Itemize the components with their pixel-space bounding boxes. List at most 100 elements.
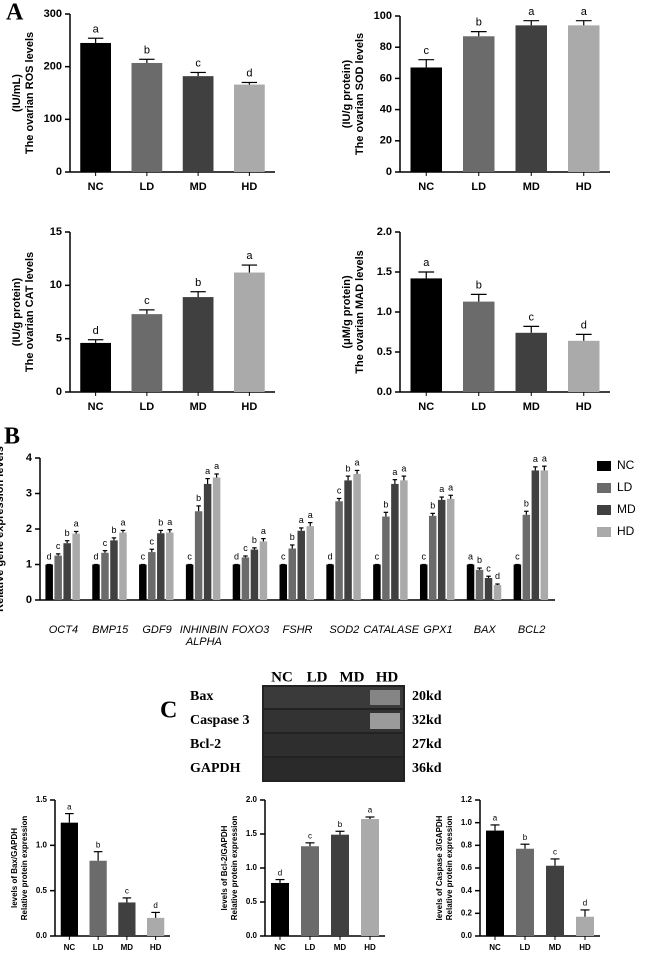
y-tick-label: 1.0	[36, 840, 48, 849]
significance-letter: d	[278, 868, 282, 877]
x-tick-label: NC	[418, 181, 434, 193]
bar	[576, 916, 594, 936]
x-tick-label: MD	[121, 943, 134, 952]
bar	[361, 819, 379, 936]
legend-label: HD	[617, 524, 635, 538]
bar	[157, 533, 165, 600]
bar	[419, 564, 428, 600]
significance-letter: c	[515, 552, 520, 562]
y-tick-label: 1.2	[461, 795, 473, 804]
legend-label: LD	[617, 480, 633, 494]
y-axis-label: levels of Caspase 3/GAPDH	[435, 815, 444, 920]
significance-letter: a	[528, 6, 535, 18]
y-tick-label: 1.5	[246, 829, 258, 838]
x-tick-label: BCL2	[517, 624, 546, 636]
significance-letter: c	[144, 295, 150, 307]
blot-size-label: 27kd	[412, 737, 442, 752]
legend-swatch	[597, 461, 611, 471]
significance-letter: d	[583, 899, 587, 908]
significance-letter: a	[308, 510, 313, 520]
y-axis-label: Relative protein expression	[20, 816, 29, 921]
x-tick-label: NC	[64, 943, 76, 952]
significance-letter: b	[158, 518, 163, 528]
bar	[382, 516, 390, 600]
bar	[118, 902, 136, 936]
y-tick-label: 100	[374, 10, 392, 22]
y-tick-label: 2.0	[246, 795, 258, 804]
significance-letter: a	[439, 484, 444, 494]
significance-letter: b	[65, 528, 70, 538]
bar	[335, 501, 343, 600]
significance-letter: c	[375, 552, 380, 562]
x-tick-label: LD	[471, 181, 486, 193]
significance-letter: d	[93, 325, 99, 337]
y-tick-label: 2	[26, 523, 32, 535]
legend-label: NC	[617, 458, 635, 472]
bar	[326, 564, 334, 600]
y-tick-label: 100	[44, 113, 62, 125]
blot-size-label: 32kd	[412, 713, 442, 728]
bar	[516, 848, 534, 936]
significance-letter: a	[468, 552, 473, 562]
y-tick-label: 0.0	[36, 931, 48, 940]
blot-band	[264, 734, 403, 756]
x-tick-label: LD	[305, 943, 316, 952]
legend-swatch	[597, 505, 611, 515]
x-tick-label: HD	[579, 943, 591, 952]
significance-letter: a	[581, 6, 588, 18]
significance-letter: b	[430, 501, 435, 511]
blot-faint	[370, 690, 400, 705]
blot-size-label: 36kd	[412, 761, 442, 776]
bar	[522, 514, 531, 600]
y-tick-label: 0.0	[246, 931, 258, 940]
significance-letter: c	[141, 552, 146, 562]
bar	[212, 477, 221, 600]
bar	[353, 473, 361, 600]
significance-letter: d	[93, 552, 98, 562]
y-tick-label: 0.0	[461, 931, 473, 940]
y-tick-label: 200	[44, 61, 62, 73]
x-tick-label: MD	[523, 401, 540, 413]
significance-letter: a	[368, 806, 373, 815]
significance-letter: b	[338, 820, 343, 829]
y-tick-label: 0	[386, 166, 392, 178]
bar	[166, 532, 174, 600]
legend-swatch	[597, 527, 611, 537]
significance-letter: a	[67, 802, 72, 811]
bar	[60, 822, 78, 936]
y-tick-label: 3	[26, 487, 32, 499]
bar	[515, 25, 547, 172]
y-axis-label: Relative gene expression levels	[0, 446, 6, 612]
x-tick-label: MD	[190, 181, 207, 193]
bar	[344, 480, 352, 600]
bar	[147, 917, 165, 936]
x-tick-label: NC	[88, 401, 104, 413]
bar	[484, 577, 493, 600]
significance-letter: c	[424, 45, 430, 57]
blot-protein-label: Bcl-2	[190, 737, 221, 752]
bar	[110, 540, 118, 600]
bar	[234, 84, 265, 172]
bar	[80, 342, 111, 392]
x-tick-label: GDF9	[142, 624, 172, 636]
y-tick-label: 0.5	[246, 897, 258, 906]
bar	[241, 557, 250, 600]
bar	[546, 865, 564, 936]
significance-letter: b	[476, 17, 482, 29]
bar	[232, 564, 241, 600]
blot-protein-label: Caspase 3	[190, 713, 250, 728]
x-tick-label: NC	[88, 181, 104, 193]
blot-protein-label: Bax	[190, 689, 213, 704]
significance-letter: c	[308, 832, 312, 841]
significance-letter: d	[246, 68, 252, 80]
bar	[410, 67, 442, 172]
bar	[486, 830, 504, 936]
x-tick-label: HD	[576, 181, 592, 193]
significance-letter: a	[93, 23, 100, 35]
blot-band	[264, 687, 403, 708]
y-axis-label: (IU/mL)	[11, 74, 23, 112]
bar	[54, 555, 62, 600]
significance-letter: b	[383, 499, 388, 509]
